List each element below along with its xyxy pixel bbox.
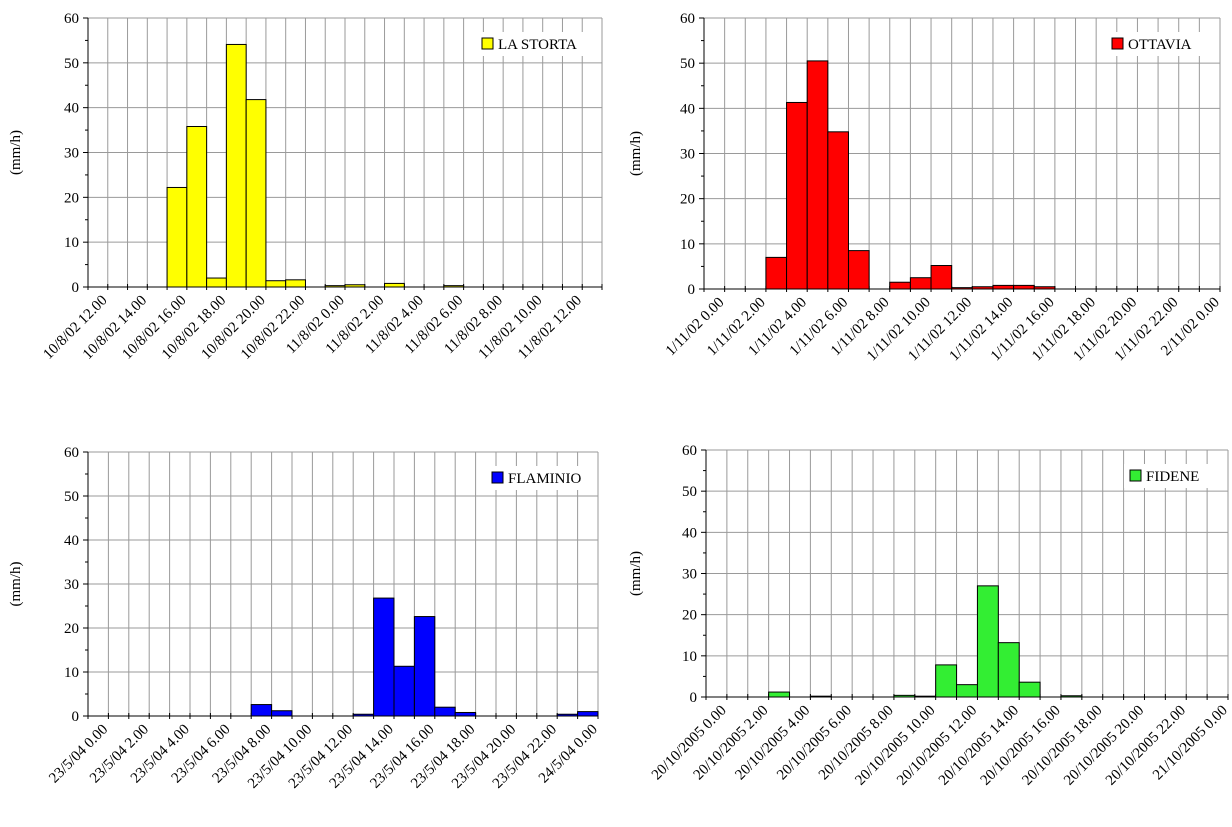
y-axis-label: (mm/h) [8,562,24,607]
bar [976,585,999,698]
bar [166,186,188,288]
bar [250,704,273,717]
y-tick-label: 50 [680,56,695,72]
y-tick-label: 10 [680,237,695,253]
x-tick-label: 20/10/2005 4.00 [732,703,813,784]
bar [454,711,477,717]
legend-box [486,466,594,490]
bar [847,250,870,290]
y-tick-label: 0 [72,280,80,296]
bar [1018,681,1041,698]
y-tick-label: 30 [680,147,695,163]
y-tick-label: 40 [64,101,79,117]
chart-panel-flaminio: 0 10 20 30 40 50 60 23/5/04 0.00 23/5/04 2.00 23/… [0,430,616,822]
x-tick-label: 21/10/2005 0.00 [1150,703,1231,784]
y-tick-label: 40 [680,101,695,117]
y-tick-label: 60 [64,445,79,461]
x-tick-label: 20/10/2005 0.00 [649,703,730,784]
x-tick-label: 20/10/2005 8.00 [816,703,897,784]
y-tick-label: 20 [682,608,697,624]
legend-label: FLAMINIO [508,471,581,487]
y-tick-label: 50 [64,489,79,505]
bar [206,277,227,288]
bar [577,711,599,717]
bar [956,684,978,698]
y-tick-label: 10 [64,665,79,681]
y-tick-label: 30 [64,577,79,593]
y-axis-label: (mm/h) [8,130,24,175]
bar [909,277,932,290]
bar [186,125,208,288]
y-tick-label: 0 [688,282,696,298]
bar [997,642,1020,698]
legend-label: OTTAVIA [1128,37,1192,53]
y-tick-label: 40 [64,533,79,549]
y-tick-label: 0 [72,709,80,725]
bar [225,43,247,288]
legend-swatch [491,471,504,484]
y-tick-label: 10 [64,235,79,251]
bar [806,60,829,290]
y-tick-label: 40 [682,525,697,541]
chart-panel-la-storta: 0 10 20 30 40 50 60 10/8/02 12.00 10/8/02 14.00 1… [0,0,616,411]
chart-panel-fidene: 0 10 20 30 40 50 60 20/10/2005 0.00 20/10/2005 2… [616,430,1232,822]
bar [285,279,306,288]
bar [827,131,849,290]
y-tick-label: 60 [64,11,79,27]
legend-swatch [1129,469,1142,482]
legend-swatch [481,37,494,50]
bar [765,256,788,290]
legend-swatch [1111,37,1124,50]
bar [245,99,267,288]
bar [271,710,293,717]
y-tick-label: 60 [680,11,695,27]
bar [373,597,395,717]
legend-label: FIDENE [1146,469,1199,485]
y-tick-label: 60 [682,443,697,459]
bar [786,101,808,290]
bar [935,664,958,698]
bar [768,691,791,698]
y-axis-label: (mm/h) [628,551,644,596]
legend-label: LA STORTA [498,37,577,53]
y-tick-label: 50 [682,484,697,500]
y-tick-label: 0 [690,690,698,706]
bar [384,282,405,288]
y-tick-label: 10 [682,649,697,665]
y-tick-label: 20 [64,190,79,206]
bar [413,616,436,717]
legend-box [476,32,598,56]
legend-box [1106,32,1216,56]
y-tick-label: 30 [682,567,697,583]
y-axis-label: (mm/h) [628,131,644,176]
x-tick-label: 20/10/2005 6.00 [774,703,855,784]
y-tick-label: 20 [64,621,79,637]
bar [434,706,456,717]
bar [265,280,287,288]
chart-panel-ottavia: 0 10 20 30 40 50 60 1/11/02 0.00 1/11/02 2.00 1/1… [616,0,1232,411]
bar [1013,284,1035,290]
y-tick-label: 30 [64,146,79,162]
y-tick-label: 50 [64,56,79,72]
bar [992,284,1015,290]
x-tick-label: 20/10/2005 2.00 [691,703,772,784]
y-tick-label: 20 [680,192,695,208]
bar [393,665,415,717]
bar [889,281,911,290]
bar [930,265,953,290]
